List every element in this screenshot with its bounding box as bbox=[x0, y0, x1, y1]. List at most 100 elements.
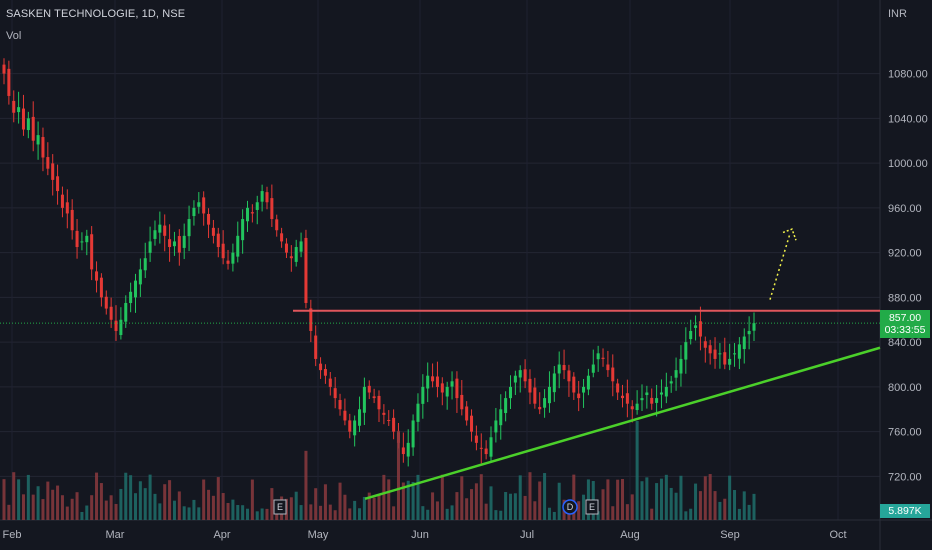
candle-body bbox=[182, 235, 186, 248]
candle-body bbox=[338, 400, 342, 410]
candle-body bbox=[586, 375, 590, 390]
volume-bar bbox=[616, 479, 620, 520]
volume-bar bbox=[231, 499, 235, 520]
candle-body bbox=[343, 410, 347, 421]
volume-bar bbox=[596, 511, 600, 520]
volume-bar bbox=[577, 501, 581, 520]
volume-bar bbox=[479, 474, 483, 520]
candle-body bbox=[382, 412, 386, 415]
candle-body bbox=[703, 341, 707, 348]
candle-body bbox=[177, 236, 181, 253]
projection-arrow-line bbox=[769, 233, 791, 300]
volume-bar bbox=[445, 508, 449, 520]
candle-body bbox=[192, 207, 196, 217]
volume-bar bbox=[538, 481, 542, 520]
volume-bar bbox=[367, 492, 371, 520]
candle-body bbox=[51, 163, 55, 180]
volume-indicator-label[interactable]: Vol bbox=[6, 30, 22, 42]
volume-bar bbox=[513, 493, 517, 520]
volume-bar bbox=[143, 488, 147, 520]
volume-bar bbox=[226, 503, 230, 520]
x-tick-label: Sep bbox=[720, 529, 740, 541]
x-tick-label: Feb bbox=[3, 529, 22, 541]
candle-body bbox=[270, 198, 274, 220]
candle-body bbox=[211, 227, 215, 236]
candle-body bbox=[470, 415, 474, 432]
candle-body bbox=[109, 306, 113, 320]
volume-bar bbox=[289, 497, 293, 520]
candle-body bbox=[46, 157, 50, 169]
y-tick-label: 960.00 bbox=[888, 203, 922, 215]
volume-bar bbox=[7, 504, 11, 520]
candle-body bbox=[323, 369, 327, 376]
volume-bar bbox=[659, 478, 663, 520]
dividend-marker bbox=[562, 499, 578, 515]
y-tick-label: 840.00 bbox=[888, 337, 922, 349]
candle-body bbox=[129, 291, 133, 304]
candle-body bbox=[255, 202, 259, 210]
volume-bar bbox=[338, 482, 342, 520]
volume-bar bbox=[694, 483, 698, 520]
volume-bar bbox=[533, 501, 537, 520]
volume-bar bbox=[41, 499, 45, 520]
volume-bar bbox=[377, 494, 381, 520]
candle-body bbox=[435, 376, 439, 387]
volume-bar bbox=[465, 498, 469, 520]
candle-body bbox=[21, 108, 25, 130]
volume-bar bbox=[187, 507, 191, 520]
volume-bar bbox=[737, 508, 741, 520]
candle-body bbox=[187, 219, 191, 237]
volume-bar bbox=[265, 508, 269, 520]
volume-bar bbox=[172, 500, 176, 520]
candle-body bbox=[659, 392, 663, 395]
volume-bar bbox=[460, 476, 464, 520]
volume-bar bbox=[80, 511, 84, 520]
candle-body bbox=[260, 191, 264, 202]
volume-bar bbox=[362, 496, 366, 520]
candle-body bbox=[236, 235, 240, 257]
volume-bar bbox=[416, 474, 420, 520]
volume-bar bbox=[543, 473, 547, 520]
candle-body bbox=[333, 388, 337, 399]
candle-body bbox=[299, 241, 303, 252]
candle-body bbox=[645, 392, 649, 396]
candle-body bbox=[591, 364, 595, 373]
candle-body bbox=[168, 239, 172, 248]
last-volume-tag: 5.897K bbox=[880, 504, 930, 518]
volume-bar bbox=[747, 504, 751, 520]
volume-bar bbox=[552, 511, 556, 520]
volume-bar bbox=[698, 491, 702, 520]
candle-body bbox=[474, 435, 478, 443]
earnings-marker bbox=[585, 499, 599, 515]
candle-body bbox=[85, 235, 89, 243]
candle-body bbox=[207, 213, 211, 225]
volume-bar bbox=[124, 472, 128, 520]
volume-bar bbox=[104, 500, 108, 520]
candle-body bbox=[70, 209, 74, 231]
candle-body bbox=[143, 258, 147, 271]
candle-body bbox=[221, 243, 225, 259]
volume-bar bbox=[46, 481, 50, 520]
volume-bar bbox=[75, 492, 79, 520]
projection-arrowhead bbox=[782, 228, 797, 241]
candle-body bbox=[513, 375, 517, 383]
volume-bar bbox=[372, 497, 376, 520]
candle-body bbox=[265, 192, 269, 203]
volume-bar bbox=[343, 494, 347, 520]
candle-body bbox=[348, 420, 352, 432]
x-tick-label: Jun bbox=[411, 529, 429, 541]
volume-bar bbox=[319, 505, 323, 520]
y-tick-label: 920.00 bbox=[888, 248, 922, 260]
candle-body bbox=[455, 378, 459, 399]
candle-body bbox=[284, 243, 288, 253]
volume-bar bbox=[299, 505, 303, 520]
volume-bar bbox=[17, 479, 21, 520]
volume-bar bbox=[21, 494, 25, 520]
volume-bar bbox=[494, 510, 498, 520]
volume-bar bbox=[129, 475, 133, 520]
volume-bar bbox=[606, 479, 610, 520]
event-marker-label: E bbox=[589, 502, 595, 512]
y-tick-label: 1040.00 bbox=[888, 113, 928, 125]
volume-bar bbox=[358, 508, 362, 520]
